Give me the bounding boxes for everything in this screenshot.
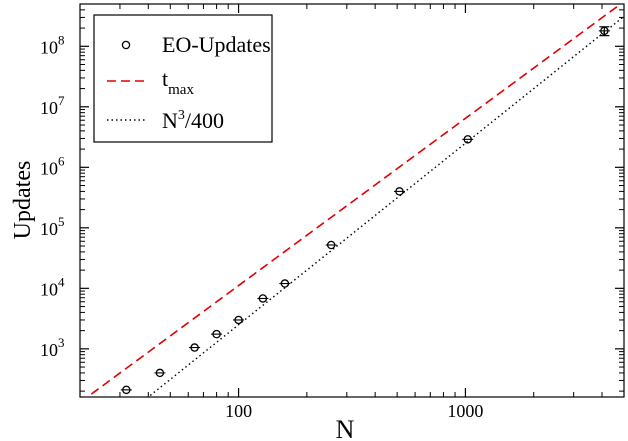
data-point bbox=[122, 385, 131, 395]
y-tick-label: 104 bbox=[40, 274, 65, 299]
legend-box bbox=[93, 14, 273, 143]
data-point bbox=[395, 187, 404, 196]
legend-label-tmax-subscript: max bbox=[168, 82, 194, 98]
reference-lines bbox=[86, 4, 624, 397]
y-axis-label: Updates bbox=[10, 161, 36, 240]
legend-label-n3-base: N bbox=[162, 108, 178, 133]
data-point bbox=[234, 315, 243, 325]
legend-label-tmax: tmax bbox=[162, 66, 194, 98]
n3-over-400-line bbox=[147, 15, 624, 397]
data-point bbox=[155, 368, 165, 378]
legend-label-eo-updates: EO-Updates bbox=[162, 32, 271, 57]
data-point bbox=[212, 329, 221, 339]
data-point bbox=[326, 240, 336, 250]
axis-ticks: 100 1000 103 104 105 106 107 108 bbox=[40, 4, 624, 421]
data-point bbox=[258, 294, 268, 303]
y-tick-label: 108 bbox=[40, 32, 65, 57]
legend-label-tmax-base: t bbox=[162, 66, 168, 91]
x-tick-label: 1000 bbox=[447, 401, 483, 421]
x-tick-label: 100 bbox=[225, 401, 252, 421]
legend-label-n3-suffix: /400 bbox=[185, 108, 224, 133]
y-tick-label: 105 bbox=[40, 214, 65, 239]
data-point bbox=[190, 343, 199, 352]
tmax-line bbox=[86, 4, 622, 397]
x-axis-label: N bbox=[336, 415, 355, 441]
y-tick-label: 107 bbox=[40, 93, 65, 118]
data-points bbox=[120, 26, 610, 395]
data-point bbox=[600, 26, 609, 36]
legend-label-n3-superscript: 3 bbox=[178, 108, 185, 123]
legend-marker-eo-updates bbox=[121, 40, 131, 50]
y-tick-label: 103 bbox=[40, 335, 65, 360]
data-point bbox=[280, 279, 290, 288]
legend-label-n3: N3/400 bbox=[162, 108, 224, 133]
data-point bbox=[463, 135, 473, 144]
y-tick-label: 106 bbox=[40, 153, 65, 178]
plot-frame bbox=[79, 3, 625, 398]
legend: EO-Updates tmax N3/400 bbox=[93, 14, 273, 143]
